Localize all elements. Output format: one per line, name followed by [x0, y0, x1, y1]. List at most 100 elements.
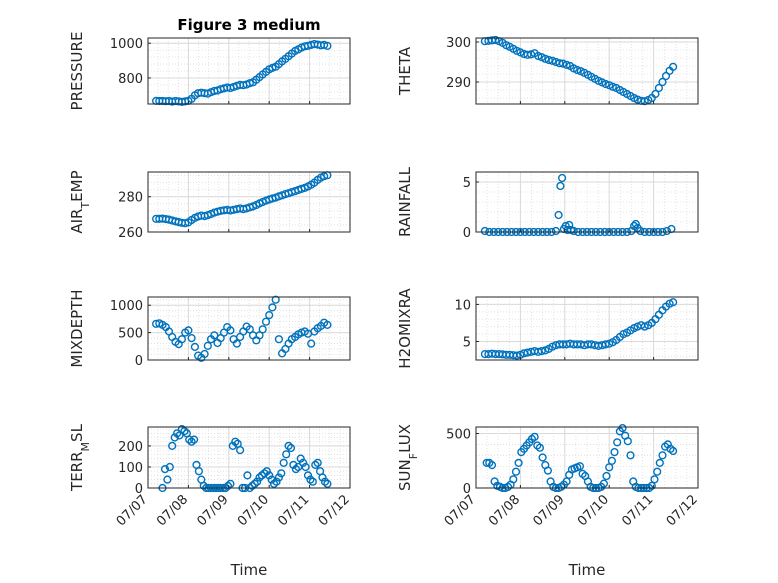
- y-tick-label: 5: [463, 176, 471, 191]
- data-point: [303, 471, 313, 480]
- x-tick-label: 07/07: [114, 492, 151, 529]
- data-point: [184, 326, 193, 335]
- y-tick-label: 800: [118, 72, 143, 87]
- data-point: [562, 477, 571, 486]
- x-tick-label: 07/08: [154, 492, 191, 529]
- data-point: [662, 226, 672, 236]
- subplot-6: 5 10 H2OMIXRA: [396, 288, 699, 369]
- data-point: [647, 481, 656, 490]
- data-point: [170, 433, 179, 442]
- data-point: [320, 40, 329, 50]
- data-point: [160, 465, 170, 474]
- data-point: [618, 424, 627, 433]
- x-tick-label: 07/07: [442, 492, 479, 529]
- data-point: [668, 298, 678, 307]
- data-point: [190, 435, 199, 444]
- data-point: [231, 437, 240, 446]
- subplot-1: 800 1000 PRESSURE Figure 3 medium: [68, 16, 351, 111]
- data-point: [626, 451, 635, 460]
- y-tick-label: 500: [446, 428, 471, 443]
- data-point: [668, 446, 678, 456]
- axes-box: [147, 296, 351, 361]
- data-point: [658, 77, 667, 87]
- y-tick-label: 1000: [110, 299, 143, 314]
- data-series: [152, 295, 332, 362]
- y-tick-label: 260: [118, 226, 143, 241]
- data-point: [232, 339, 242, 348]
- data-point: [636, 226, 645, 236]
- data-point: [271, 295, 280, 304]
- data-point: [653, 467, 662, 476]
- data-point: [228, 441, 237, 451]
- data-point: [530, 432, 539, 441]
- y-axis-label: AIRTEMP: [68, 170, 92, 233]
- data-point: [608, 82, 617, 91]
- chart-title: Figure 3 medium: [177, 16, 320, 34]
- data-point: [534, 51, 543, 61]
- data-point: [514, 458, 523, 468]
- data-point: [190, 342, 200, 352]
- data-point: [556, 181, 565, 191]
- data-point: [575, 462, 585, 471]
- y-tick-label: 0: [135, 482, 143, 497]
- data-point: [601, 79, 610, 89]
- data-point: [655, 458, 664, 468]
- subplot-4: 0 5 RAINFALL: [396, 166, 699, 241]
- data-point: [658, 451, 667, 460]
- data-point: [261, 317, 271, 326]
- y-tick-label: 100: [118, 461, 143, 476]
- data-point: [163, 475, 172, 484]
- data-point: [245, 325, 254, 334]
- x-tick-label: 07/11: [275, 492, 312, 529]
- data-point: [296, 454, 305, 463]
- data-point: [262, 467, 271, 476]
- data-point: [512, 351, 521, 360]
- y-axis-label: PRESSURE: [68, 32, 86, 111]
- y-axis-label: RAINFALL: [396, 166, 414, 237]
- y-axis-label: SUNFLUX: [396, 424, 420, 491]
- axes-box: [475, 171, 699, 233]
- data-point: [289, 460, 298, 470]
- data-point: [267, 475, 276, 484]
- data-point: [631, 219, 640, 229]
- y-tick-label: 10: [454, 298, 471, 313]
- data-point: [299, 458, 308, 467]
- data-point: [279, 458, 288, 467]
- data-point: [272, 477, 281, 486]
- data-point: [538, 453, 547, 462]
- x-tick-label: 07/11: [619, 492, 656, 529]
- data-point: [226, 326, 235, 335]
- subplot-2: 290 300 THETA: [396, 35, 699, 106]
- subplot-8: 0 500 07/07 07/08 07/09 07/10 07/11 07/12 SUNFLU…: [396, 424, 701, 579]
- data-point: [168, 441, 177, 451]
- data-point: [274, 335, 284, 344]
- x-tick-label: 07/10: [235, 492, 272, 529]
- y-axis-label: THETA: [396, 46, 414, 96]
- data-point: [203, 341, 212, 350]
- y-tick-label: 0: [463, 226, 471, 241]
- data-point: [323, 41, 332, 50]
- data-series: [152, 171, 332, 228]
- x-tick-label: 07/12: [664, 492, 701, 529]
- data-point: [236, 446, 245, 455]
- data-point: [313, 458, 322, 467]
- y-axis-label: H2OMIXRA: [396, 288, 414, 369]
- data-point: [258, 325, 267, 334]
- data-point: [599, 479, 609, 488]
- axes-box: [147, 37, 351, 105]
- data-point: [480, 226, 490, 236]
- data-point: [544, 55, 553, 65]
- data-point: [291, 465, 301, 474]
- data-point: [286, 443, 296, 453]
- x-tick-label: 07/08: [486, 492, 523, 529]
- data-point: [605, 463, 614, 472]
- data-point: [535, 443, 545, 452]
- data-point: [320, 477, 330, 486]
- axes-box: [147, 171, 351, 233]
- x-axis-label: Time: [230, 561, 268, 579]
- data-point: [311, 460, 320, 470]
- data-point: [250, 479, 259, 488]
- data-point: [623, 437, 632, 446]
- y-tick-label: 290: [446, 76, 471, 91]
